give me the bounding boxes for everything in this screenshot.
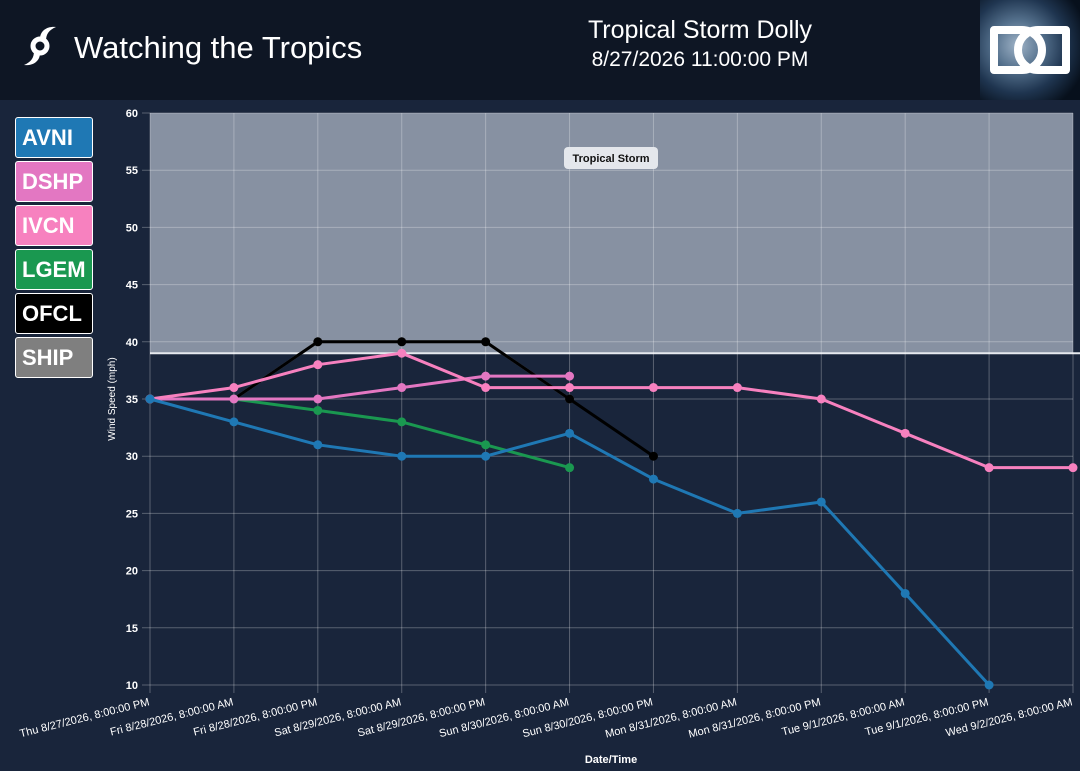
y-tick-label: 55 <box>126 165 138 177</box>
data-point-dshp <box>229 394 239 404</box>
data-point-lgem <box>565 463 575 473</box>
y-tick-label: 30 <box>126 451 138 463</box>
data-point-lgem <box>397 417 407 427</box>
data-point-dshp <box>397 383 407 393</box>
y-axis-title: Wind Speed (mph) <box>107 357 118 440</box>
band-label: Tropical Storm <box>572 153 649 165</box>
series-line-ivcn <box>149 351 1073 470</box>
legend-item-dshp[interactable]: DSHP <box>15 161 93 202</box>
y-tick-label: 50 <box>126 222 138 234</box>
data-point-lgem <box>481 440 491 450</box>
data-point-avni <box>145 394 155 404</box>
data-point-avni <box>397 451 407 461</box>
data-point-avni <box>648 474 658 484</box>
data-point-avni <box>984 680 994 690</box>
legend-item-lgem[interactable]: LGEM <box>15 249 93 290</box>
y-tick-label: 60 <box>126 108 138 120</box>
data-point-lgem <box>313 405 323 415</box>
y-tick-label: 20 <box>126 566 138 578</box>
legend-item-ship[interactable]: SHIP <box>15 337 93 378</box>
band-label-box <box>564 147 658 169</box>
series-line-dshp <box>150 374 570 401</box>
legend-item-ofcl[interactable]: OFCL <box>15 293 93 334</box>
y-tick-label: 40 <box>126 337 138 349</box>
x-axis-title: Date/Time <box>585 754 637 766</box>
data-point-ivcn <box>481 383 491 393</box>
data-point-ivcn <box>397 348 407 358</box>
data-point-dshp <box>313 394 323 404</box>
data-point-avni <box>816 497 826 507</box>
legend-item-ivcn[interactable]: IVCN <box>15 205 93 246</box>
data-point-ivcn <box>816 394 826 404</box>
data-point-dshp <box>565 371 575 381</box>
y-tick-label: 25 <box>126 508 138 520</box>
dd-logo-icon <box>980 0 1080 100</box>
data-point-ofcl <box>565 394 575 404</box>
legend-item-avni[interactable]: AVNI <box>15 117 93 158</box>
data-point-avni <box>481 451 491 461</box>
hurricane-symbol-icon <box>18 24 62 73</box>
series-line-lgem <box>150 397 570 470</box>
data-point-avni <box>565 428 575 438</box>
storm-name: Tropical Storm Dolly <box>587 16 813 44</box>
data-point-ofcl <box>648 451 658 461</box>
data-point-ivcn <box>313 360 323 370</box>
data-point-avni <box>229 417 239 427</box>
data-point-ofcl <box>397 337 407 347</box>
data-point-ofcl <box>481 337 491 347</box>
data-point-dshp <box>481 371 491 381</box>
y-tick-label: 15 <box>126 623 138 635</box>
data-point-avni <box>732 508 742 518</box>
data-point-avni <box>900 588 910 598</box>
data-point-ivcn <box>732 383 742 393</box>
storm-timestamp: 8/27/2026 11:00:00 PM <box>591 48 809 71</box>
data-point-ivcn <box>1068 463 1078 473</box>
app-header: Watching the Tropics Tropical Storm Doll… <box>0 0 1080 100</box>
data-point-ofcl <box>313 337 323 347</box>
y-tick-label: 35 <box>126 394 138 406</box>
data-point-avni <box>313 440 323 450</box>
data-point-ivcn <box>565 383 575 393</box>
data-point-ivcn <box>648 383 658 393</box>
data-point-ivcn <box>984 463 994 473</box>
y-tick-label: 10 <box>126 680 138 692</box>
data-point-ivcn <box>900 428 910 438</box>
storm-info: Tropical Storm Dolly 8/27/2026 11:00:00 … <box>560 16 840 72</box>
brand: Watching the Tropics <box>18 20 362 76</box>
y-tick-label: 45 <box>126 280 138 292</box>
app-title: Watching the Tropics <box>74 30 363 65</box>
data-point-ivcn <box>229 383 239 393</box>
series-legend: AVNI DSHP IVCN LGEM OFCL SHIP <box>15 117 93 381</box>
